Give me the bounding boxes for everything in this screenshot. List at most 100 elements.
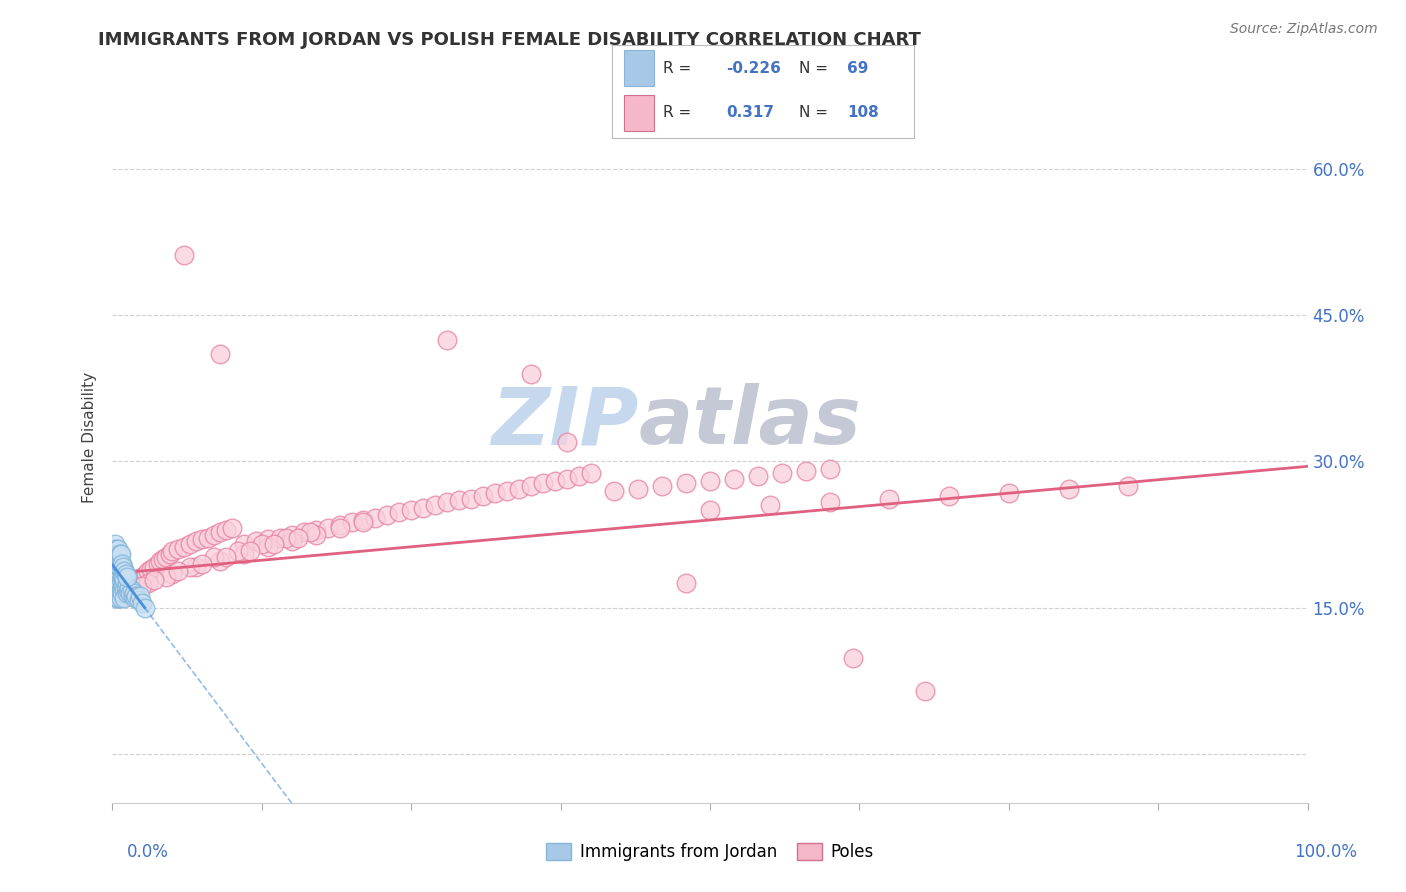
Point [122, 586, 145, 600]
Point [651, 479, 673, 493]
Point [508, 482, 530, 496]
Point [543, 474, 565, 488]
Text: 0.0%: 0.0% [127, 843, 169, 861]
Point [107, 542, 129, 557]
Point [111, 586, 134, 600]
Point [104, 547, 127, 561]
Point [143, 574, 166, 588]
Point [162, 544, 183, 558]
Point [316, 521, 339, 535]
Point [104, 537, 127, 551]
Point [105, 542, 128, 557]
Point [675, 576, 697, 591]
Point [186, 534, 208, 549]
Point [179, 559, 201, 574]
Point [115, 576, 138, 591]
Point [105, 579, 128, 593]
Point [568, 469, 591, 483]
Point [329, 517, 352, 532]
Text: 0.317: 0.317 [727, 105, 775, 120]
Point [115, 569, 138, 583]
Point [675, 475, 697, 490]
Point [139, 562, 162, 576]
Text: N =: N = [799, 61, 828, 76]
Point [472, 489, 495, 503]
Point [110, 547, 132, 561]
Point [173, 541, 195, 555]
Point [436, 495, 458, 509]
Point [186, 559, 208, 574]
Point [103, 552, 125, 566]
Point [914, 683, 936, 698]
Point [105, 566, 128, 581]
Point [305, 527, 328, 541]
Point [401, 503, 423, 517]
Point [114, 583, 135, 598]
Point [215, 523, 238, 537]
Point [257, 541, 280, 555]
Point [114, 564, 135, 578]
Point [107, 562, 129, 576]
Point [111, 589, 134, 603]
Point [131, 569, 153, 583]
Point [118, 581, 141, 595]
Point [111, 557, 134, 571]
Point [112, 579, 135, 593]
Point [998, 485, 1021, 500]
Point [329, 521, 352, 535]
Point [496, 483, 519, 498]
Point [162, 566, 183, 581]
Point [938, 489, 960, 503]
Point [125, 589, 148, 603]
Point [108, 569, 131, 583]
Point [152, 552, 174, 566]
Point [120, 586, 142, 600]
Point [103, 557, 125, 571]
Point [191, 533, 214, 547]
Point [110, 574, 132, 588]
Point [105, 574, 128, 588]
Point [287, 531, 309, 545]
Point [114, 591, 135, 605]
Point [107, 554, 129, 568]
Point [352, 513, 374, 527]
Point [842, 651, 865, 665]
Point [112, 569, 135, 583]
Text: R =: R = [664, 61, 692, 76]
Point [108, 586, 131, 600]
Point [122, 576, 145, 591]
Point [555, 434, 578, 449]
Point [105, 581, 128, 595]
Point [723, 472, 745, 486]
Point [179, 537, 201, 551]
Text: -0.226: -0.226 [727, 61, 782, 76]
Point [191, 557, 214, 571]
Point [129, 589, 152, 603]
Point [135, 566, 157, 581]
Point [128, 593, 150, 607]
Point [209, 347, 232, 361]
Point [274, 531, 297, 545]
Point [105, 564, 128, 578]
Point [233, 547, 256, 561]
Point [115, 579, 138, 593]
Point [1057, 482, 1080, 496]
Point [107, 591, 129, 605]
Point [352, 515, 374, 529]
Point [520, 479, 543, 493]
Point [138, 576, 160, 591]
Point [112, 559, 135, 574]
Point [305, 523, 328, 537]
Point [579, 466, 602, 480]
Point [1118, 479, 1140, 493]
Point [114, 566, 136, 581]
Text: 69: 69 [848, 61, 869, 76]
Point [447, 493, 470, 508]
Point [104, 572, 127, 586]
Point [111, 581, 134, 595]
Point [107, 572, 129, 586]
Point [105, 557, 128, 571]
Point [167, 542, 190, 557]
Point [520, 367, 543, 381]
Point [105, 591, 128, 605]
